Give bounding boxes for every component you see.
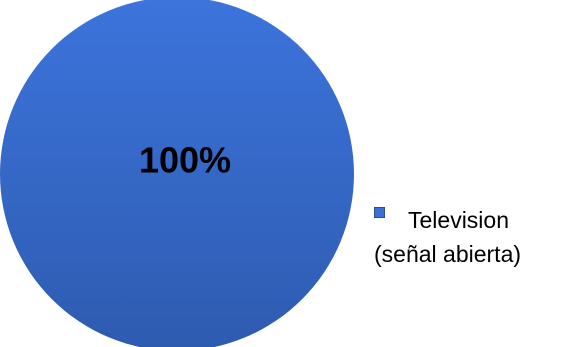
legend-entry-label: Television (señal abierta) bbox=[374, 207, 522, 267]
pie-data-labels: 100% bbox=[139, 140, 231, 181]
legend-swatch bbox=[374, 207, 385, 218]
pie-slices bbox=[0, 0, 354, 347]
pie-slice bbox=[0, 0, 354, 347]
pie-data-label: 100% bbox=[139, 140, 231, 181]
